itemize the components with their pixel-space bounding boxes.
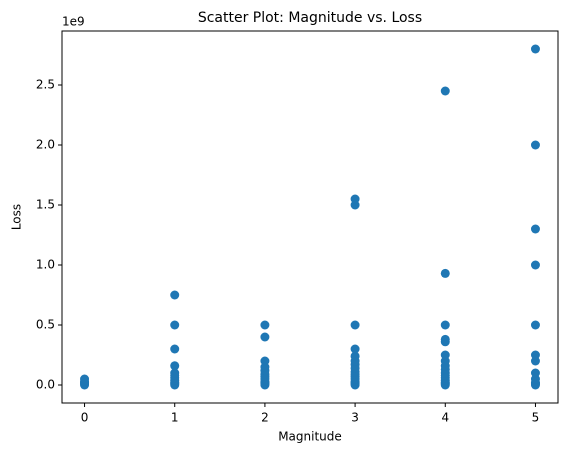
point bbox=[170, 368, 180, 378]
point bbox=[440, 320, 450, 330]
x-tick-label: 5 bbox=[532, 411, 540, 425]
y-tick-label: 2.0 bbox=[36, 138, 55, 152]
point bbox=[170, 290, 180, 300]
point bbox=[440, 86, 450, 96]
point bbox=[440, 334, 450, 344]
point bbox=[440, 268, 450, 278]
point bbox=[530, 140, 540, 150]
chart-title: Scatter Plot: Magnitude vs. Loss bbox=[198, 10, 422, 26]
x-tick-label: 0 bbox=[81, 411, 89, 425]
point bbox=[170, 344, 180, 354]
point bbox=[350, 344, 360, 354]
point bbox=[80, 374, 90, 384]
point bbox=[530, 368, 540, 378]
x-tick-label: 2 bbox=[261, 411, 269, 425]
axes-frame bbox=[61, 30, 559, 404]
point bbox=[350, 320, 360, 330]
point bbox=[260, 356, 270, 366]
point bbox=[530, 224, 540, 234]
point bbox=[530, 260, 540, 270]
point bbox=[170, 361, 180, 371]
point bbox=[530, 44, 540, 54]
y-tick-label: 1.5 bbox=[36, 198, 55, 212]
x-axis-label: Magnitude bbox=[278, 430, 342, 444]
point bbox=[260, 320, 270, 330]
y-tick-label: 2.5 bbox=[36, 78, 55, 92]
point bbox=[350, 194, 360, 204]
point bbox=[350, 351, 360, 361]
x-tick-label: 4 bbox=[441, 411, 449, 425]
y-tick-label: 1.0 bbox=[36, 258, 55, 272]
y-axis-label: Loss bbox=[10, 204, 24, 230]
point bbox=[440, 350, 450, 360]
x-tick-label: 3 bbox=[351, 411, 359, 425]
y-offset-label: 1e9 bbox=[62, 15, 85, 29]
x-tick-label: 1 bbox=[171, 411, 179, 425]
point bbox=[260, 332, 270, 342]
point bbox=[530, 320, 540, 330]
point bbox=[170, 320, 180, 330]
y-tick-label: 0.5 bbox=[36, 318, 55, 332]
y-tick-label: 0.0 bbox=[36, 378, 55, 392]
point bbox=[530, 350, 540, 360]
